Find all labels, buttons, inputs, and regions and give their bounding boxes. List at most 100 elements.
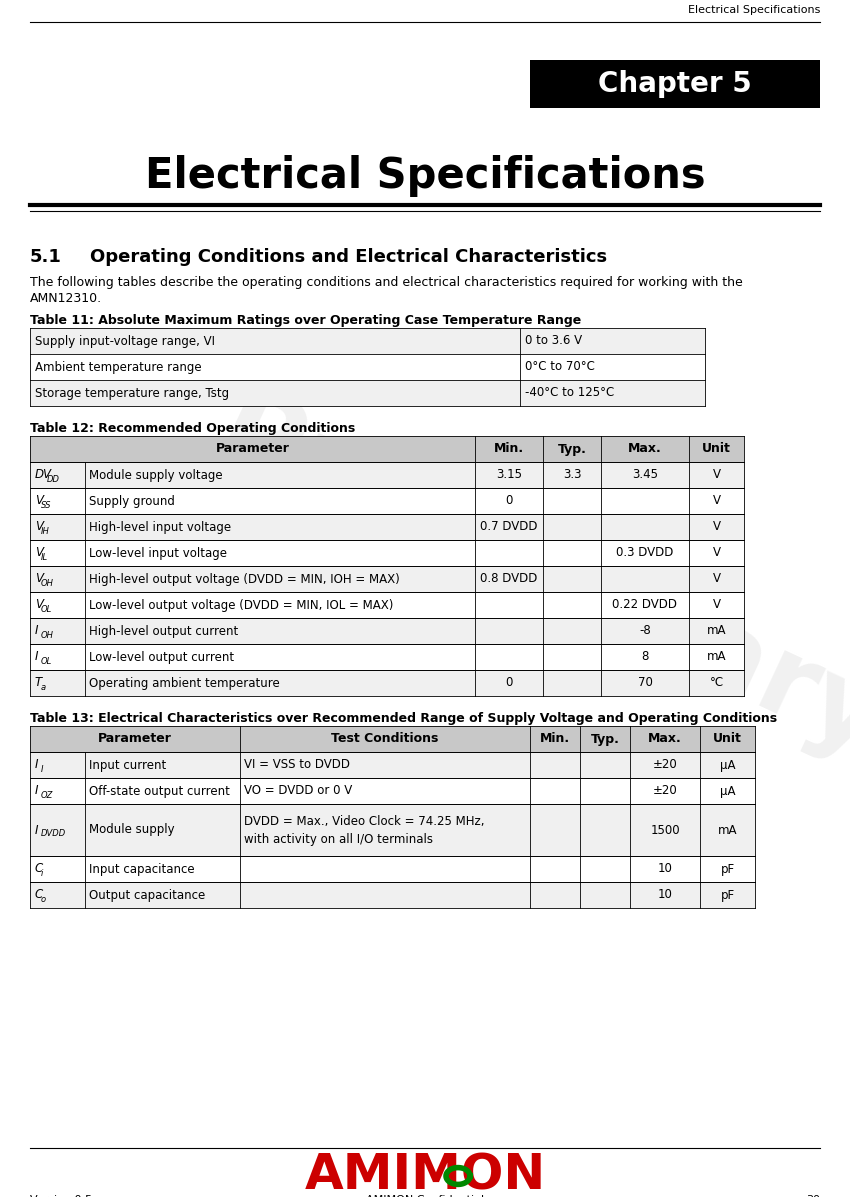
Text: 0.7 DVDD: 0.7 DVDD xyxy=(480,521,538,534)
Text: Off-state output current: Off-state output current xyxy=(89,784,230,797)
Text: High-level input voltage: High-level input voltage xyxy=(89,521,231,534)
Bar xyxy=(530,60,820,108)
Text: DVDD = Max., Video Clock = 74.25 MHz,
with activity on all I/O terminals: DVDD = Max., Video Clock = 74.25 MHz, wi… xyxy=(244,814,484,845)
Text: Typ.: Typ. xyxy=(558,443,586,456)
Text: 0 to 3.6 V: 0 to 3.6 V xyxy=(525,334,582,347)
Bar xyxy=(30,593,744,618)
Text: V: V xyxy=(712,521,721,534)
Text: 0.22 DVDD: 0.22 DVDD xyxy=(613,598,677,612)
Text: mA: mA xyxy=(717,824,737,837)
Text: pF: pF xyxy=(721,863,734,875)
Text: °C: °C xyxy=(710,676,723,689)
Text: Module supply voltage: Module supply voltage xyxy=(89,468,223,481)
Text: a: a xyxy=(41,682,46,692)
Text: 0.3 DVDD: 0.3 DVDD xyxy=(616,547,674,559)
Text: Low-level output current: Low-level output current xyxy=(89,650,234,663)
Text: C: C xyxy=(35,863,43,875)
Text: IL: IL xyxy=(41,553,48,561)
Text: μA: μA xyxy=(720,759,735,772)
Text: Electrical Specifications: Electrical Specifications xyxy=(688,5,820,16)
Text: 3.15: 3.15 xyxy=(496,468,522,481)
Text: Version 0.5: Version 0.5 xyxy=(30,1195,92,1197)
Text: Module supply: Module supply xyxy=(89,824,174,837)
Text: -40°C to 125°C: -40°C to 125°C xyxy=(525,387,615,400)
Text: Supply input-voltage range, VI: Supply input-voltage range, VI xyxy=(35,334,215,347)
Text: Typ.: Typ. xyxy=(591,733,620,746)
Text: Storage temperature range, Tstg: Storage temperature range, Tstg xyxy=(35,387,230,400)
Text: Test Conditions: Test Conditions xyxy=(332,733,439,746)
Text: V: V xyxy=(712,494,721,508)
Text: Parameter: Parameter xyxy=(216,443,290,456)
Text: DV: DV xyxy=(35,468,52,481)
Bar xyxy=(30,804,755,856)
Text: OH: OH xyxy=(41,578,54,588)
Text: OL: OL xyxy=(41,604,52,614)
Bar xyxy=(30,379,705,406)
Bar xyxy=(30,488,744,514)
Text: OZ: OZ xyxy=(41,790,54,800)
Text: I: I xyxy=(35,824,38,837)
Text: V: V xyxy=(712,598,721,612)
Text: V: V xyxy=(35,494,43,508)
Text: Preliminary: Preliminary xyxy=(200,378,850,782)
Text: AMIMON Confidential: AMIMON Confidential xyxy=(366,1195,484,1197)
Text: V: V xyxy=(35,598,43,612)
Text: Supply ground: Supply ground xyxy=(89,494,175,508)
Text: High-level output voltage (DVDD = MIN, IOH = MAX): High-level output voltage (DVDD = MIN, I… xyxy=(89,572,400,585)
Text: 5.1: 5.1 xyxy=(30,248,62,266)
Text: 0°C to 70°C: 0°C to 70°C xyxy=(525,360,595,373)
Text: 8: 8 xyxy=(641,650,649,663)
Text: AMIMON: AMIMON xyxy=(304,1152,546,1197)
Text: Table 13: Electrical Characteristics over Recommended Range of Supply Voltage an: Table 13: Electrical Characteristics ove… xyxy=(30,712,777,725)
Text: DVDD: DVDD xyxy=(41,830,66,839)
Bar xyxy=(30,882,755,909)
Bar xyxy=(30,618,744,644)
Text: 1500: 1500 xyxy=(650,824,680,837)
Text: SS: SS xyxy=(41,500,51,510)
Text: V: V xyxy=(35,521,43,534)
Text: Low-level input voltage: Low-level input voltage xyxy=(89,547,227,559)
Text: 3.45: 3.45 xyxy=(632,468,658,481)
Text: OL: OL xyxy=(41,656,52,666)
Bar xyxy=(30,436,744,462)
Text: Input capacitance: Input capacitance xyxy=(89,863,195,875)
Bar xyxy=(30,752,755,778)
Bar xyxy=(30,328,705,354)
Text: C: C xyxy=(35,888,43,901)
Text: mA: mA xyxy=(706,650,726,663)
Text: AMN12310.: AMN12310. xyxy=(30,292,102,305)
Text: Max.: Max. xyxy=(628,443,662,456)
Text: The following tables describe the operating conditions and electrical characteri: The following tables describe the operat… xyxy=(30,277,743,288)
Text: High-level output current: High-level output current xyxy=(89,625,238,638)
Text: VI = VSS to DVDD: VI = VSS to DVDD xyxy=(244,759,350,772)
Bar xyxy=(30,514,744,540)
Text: 0: 0 xyxy=(505,676,513,689)
Bar xyxy=(30,540,744,566)
Text: i: i xyxy=(41,869,43,877)
Text: V: V xyxy=(35,547,43,559)
Bar xyxy=(30,778,755,804)
Text: Table 12: Recommended Operating Conditions: Table 12: Recommended Operating Conditio… xyxy=(30,423,355,435)
Bar xyxy=(30,670,744,695)
Text: Chapter 5: Chapter 5 xyxy=(598,69,752,98)
Text: ±20: ±20 xyxy=(653,784,677,797)
Text: I: I xyxy=(35,650,38,663)
Text: V: V xyxy=(35,572,43,585)
Text: Min.: Min. xyxy=(494,443,524,456)
Text: Min.: Min. xyxy=(540,733,570,746)
Bar xyxy=(30,354,705,379)
Text: μA: μA xyxy=(720,784,735,797)
Text: Electrical Specifications: Electrical Specifications xyxy=(144,154,705,198)
Text: Ambient temperature range: Ambient temperature range xyxy=(35,360,201,373)
Text: OH: OH xyxy=(41,631,54,639)
Text: 3.3: 3.3 xyxy=(563,468,581,481)
Text: -8: -8 xyxy=(639,625,651,638)
Text: DD: DD xyxy=(47,474,60,484)
Bar xyxy=(30,856,755,882)
Text: mA: mA xyxy=(706,625,726,638)
Text: VO = DVDD or 0 V: VO = DVDD or 0 V xyxy=(244,784,352,797)
Bar xyxy=(30,462,744,488)
Bar xyxy=(30,644,744,670)
Text: I: I xyxy=(35,784,38,797)
Text: T: T xyxy=(35,676,42,689)
